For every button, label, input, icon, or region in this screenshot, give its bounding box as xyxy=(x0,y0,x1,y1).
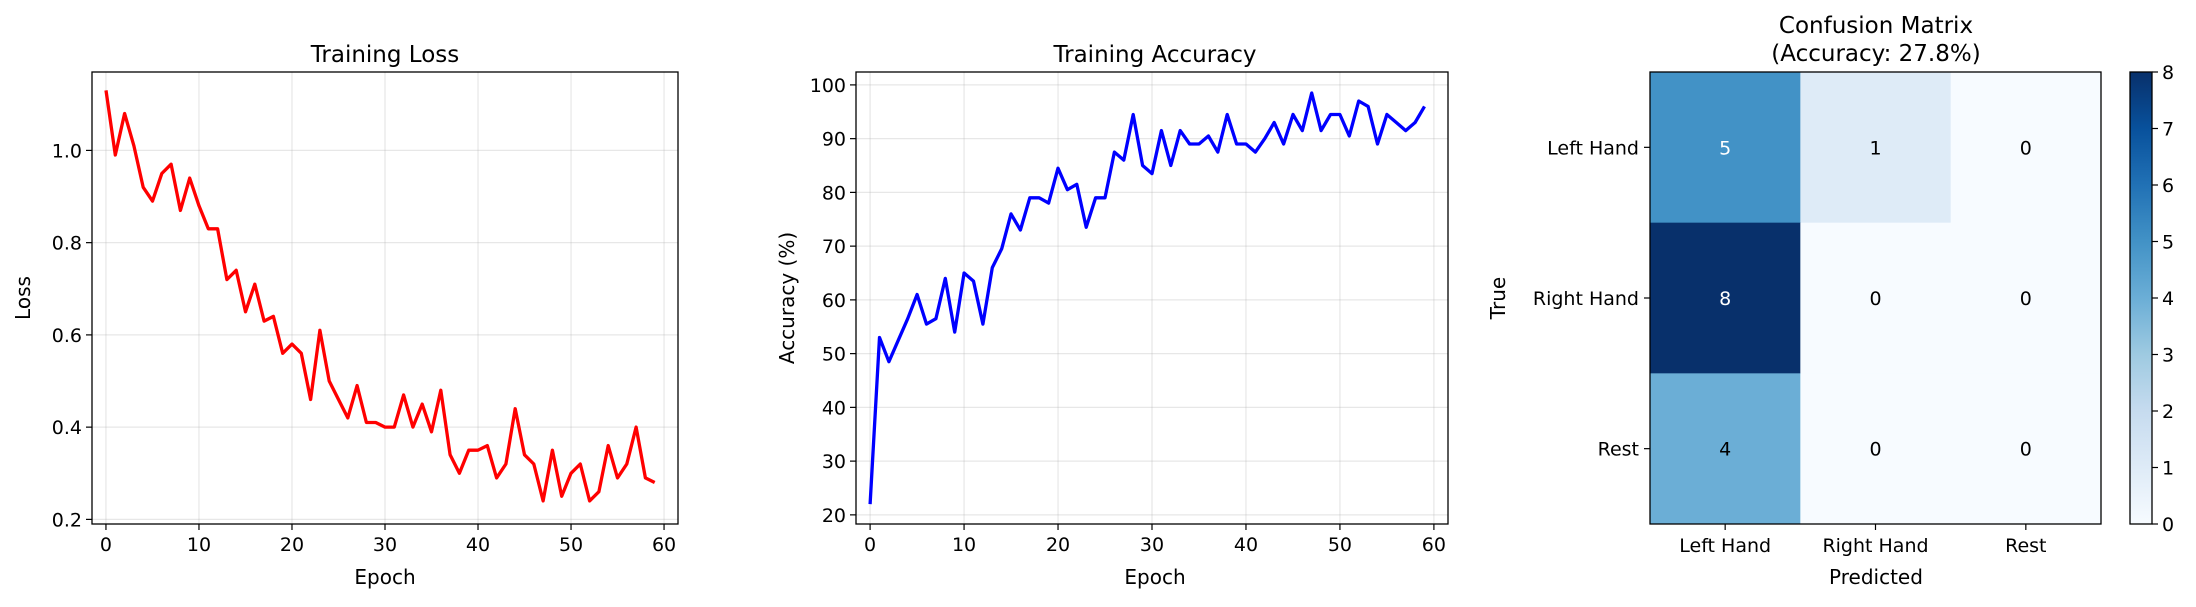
confusion-matrix-cell xyxy=(1950,222,2102,374)
accuracy-x-tick-label: 20 xyxy=(1046,534,1070,556)
confusion-matrix-x-tick-label: Right Hand xyxy=(1822,535,1928,557)
colorbar-tick-label: 5 xyxy=(2162,232,2174,254)
confusion-matrix-cell xyxy=(1800,222,1952,374)
loss-x-tick-label: 20 xyxy=(280,534,304,556)
confusion-matrix-subtitle: (Accuracy: 27.8%) xyxy=(1771,41,1980,67)
confusion-matrix-cell-label: 0 xyxy=(1869,288,1881,310)
accuracy-x-tick-label: 50 xyxy=(1328,534,1352,556)
loss-y-tick-label: 0.2 xyxy=(52,509,82,531)
accuracy-x-tick-label: 60 xyxy=(1422,534,1446,556)
confusion-matrix-cell-label: 4 xyxy=(1719,439,1731,461)
loss-x-tick-label: 0 xyxy=(100,534,112,556)
accuracy-y-tick-label: 80 xyxy=(822,182,846,204)
accuracy-y-tick-label: 40 xyxy=(822,397,846,419)
confusion-matrix-y-tick-label: Right Hand xyxy=(1533,288,1639,310)
confusion-matrix-cell xyxy=(1800,72,1952,224)
confusion-matrix-cells: 5 1 0 8 0 0 4 0 0 xyxy=(1650,72,2102,525)
accuracy-y-axis-label: Accuracy (%) xyxy=(775,232,799,364)
accuracy-plot-area xyxy=(868,91,1426,505)
confusion-matrix-cell xyxy=(1800,373,1952,525)
confusion-matrix-panel: 5 1 0 8 0 0 4 0 0 Left Hand Right Hand Rest Left H… xyxy=(1486,13,2174,589)
accuracy-y-tick-label: 20 xyxy=(822,505,846,527)
loss-x-tick-label: 30 xyxy=(373,534,397,556)
accuracy-y-tick-label: 100 xyxy=(810,75,846,97)
loss-y-ticks: 0.2 0.4 0.6 0.8 1.0 xyxy=(52,140,92,531)
loss-series-line xyxy=(104,90,656,503)
loss-title: Training Loss xyxy=(310,42,460,68)
accuracy-y-tick-label: 60 xyxy=(822,290,846,312)
accuracy-x-tick-label: 30 xyxy=(1140,534,1164,556)
accuracy-grid xyxy=(856,72,1448,524)
accuracy-y-tick-label: 30 xyxy=(822,451,846,473)
loss-y-tick-label: 1.0 xyxy=(52,140,82,162)
confusion-matrix-cell-label: 8 xyxy=(1719,288,1731,310)
confusion-matrix-y-axis-label: True xyxy=(1486,277,1510,320)
accuracy-x-tick-label: 0 xyxy=(864,534,876,556)
accuracy-x-ticks: 0 10 20 30 40 50 60 xyxy=(864,524,1446,556)
loss-panel: 0 10 20 30 40 50 60 0.2 0.4 0.6 0.8 1.0 Training L… xyxy=(11,42,679,589)
colorbar-tick-label: 1 xyxy=(2162,458,2174,480)
confusion-matrix-y-tick-label: Left Hand xyxy=(1547,137,1639,159)
loss-y-axis-label: Loss xyxy=(11,276,35,320)
colorbar-tick-label: 2 xyxy=(2162,401,2174,423)
confusion-matrix-cell-label: 1 xyxy=(1869,137,1881,159)
confusion-matrix-cell-label: 5 xyxy=(1719,137,1731,159)
colorbar-tick-label: 6 xyxy=(2162,175,2174,197)
confusion-matrix-cell-label: 0 xyxy=(2020,137,2032,159)
colorbar-tick-label: 4 xyxy=(2162,288,2174,310)
loss-x-tick-label: 60 xyxy=(652,534,676,556)
colorbar-tick-label: 0 xyxy=(2162,514,2174,536)
loss-x-tick-label: 50 xyxy=(559,534,583,556)
accuracy-y-ticks: 20 30 40 50 60 70 80 90 100 xyxy=(810,75,856,527)
loss-y-tick-label: 0.6 xyxy=(52,325,82,347)
confusion-matrix-cell-label: 0 xyxy=(2020,439,2032,461)
confusion-matrix-y-tick-label: Rest xyxy=(1598,439,1639,461)
accuracy-y-tick-label: 50 xyxy=(822,344,846,366)
loss-plot-area xyxy=(104,90,656,503)
colorbar xyxy=(2129,71,2153,525)
confusion-matrix-x-tick-label: Left Hand xyxy=(1679,535,1771,557)
confusion-matrix-x-axis-label: Predicted xyxy=(1829,565,1923,589)
confusion-matrix-cell xyxy=(1650,222,1801,374)
confusion-matrix-y-ticks: Left Hand Right Hand Rest xyxy=(1533,137,1650,461)
accuracy-x-tick-label: 40 xyxy=(1234,534,1258,556)
loss-x-tick-label: 40 xyxy=(466,534,490,556)
confusion-matrix-x-tick-label: Rest xyxy=(2005,535,2046,557)
confusion-matrix-cell xyxy=(1950,72,2102,224)
colorbar-tick-label: 7 xyxy=(2162,119,2174,141)
loss-x-axis-label: Epoch xyxy=(354,565,415,589)
accuracy-y-tick-label: 70 xyxy=(822,236,846,258)
loss-grid xyxy=(92,72,678,524)
loss-y-tick-label: 0.4 xyxy=(52,417,82,439)
accuracy-x-axis-label: Epoch xyxy=(1124,565,1185,589)
accuracy-panel: 0 10 20 30 40 50 60 20 30 40 50 60 70 80 90 100 Traini… xyxy=(775,42,1449,589)
confusion-matrix-cell-label: 0 xyxy=(1869,439,1881,461)
colorbar-tick-label: 3 xyxy=(2162,345,2174,367)
loss-y-tick-label: 0.8 xyxy=(52,233,82,255)
accuracy-title: Training Accuracy xyxy=(1052,42,1256,68)
loss-x-tick-label: 10 xyxy=(187,534,211,556)
confusion-matrix-x-ticks: Left Hand Right Hand Rest xyxy=(1679,524,2047,557)
confusion-matrix-cell-label: 0 xyxy=(2020,288,2032,310)
confusion-matrix-cell xyxy=(1650,72,1801,224)
colorbar-tick-label: 8 xyxy=(2162,62,2174,84)
accuracy-series-line xyxy=(868,91,1426,505)
accuracy-x-tick-label: 10 xyxy=(952,534,976,556)
loss-x-ticks: 0 10 20 30 40 50 60 xyxy=(100,524,676,556)
accuracy-y-tick-label: 90 xyxy=(822,129,846,151)
colorbar-ticks: 0 1 2 3 4 5 6 7 8 xyxy=(2152,62,2174,536)
confusion-matrix-title: Confusion Matrix xyxy=(1779,13,1973,39)
confusion-matrix-cell xyxy=(1650,373,1801,525)
confusion-matrix-cell xyxy=(1950,373,2102,525)
